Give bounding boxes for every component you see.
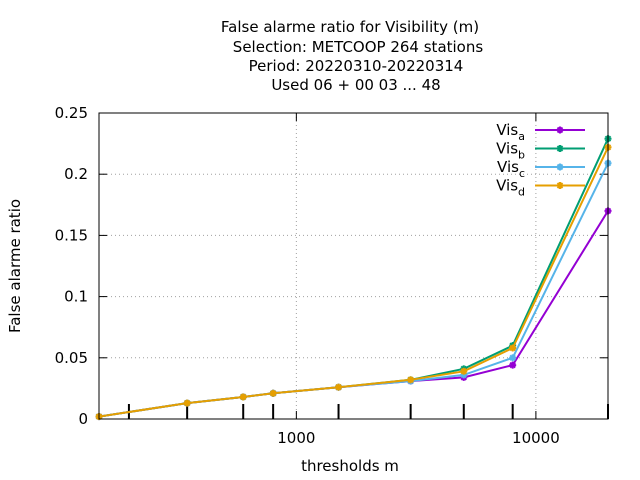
legend-marker-c (556, 163, 564, 171)
marker-stroke (556, 182, 564, 189)
y-axis-label: False alarme ratio (6, 199, 24, 333)
marker-stroke (556, 126, 564, 134)
data-point-d (460, 367, 468, 375)
chart-title-line-2: Selection: METCOOP 264 stations (233, 38, 484, 56)
legend-subscript: d (518, 186, 525, 199)
marker-stroke (335, 383, 342, 391)
legend-label-a: Visa (496, 121, 525, 143)
y-tick-label: 0.15 (55, 226, 88, 244)
chart-title-line-3: Period: 20220310-20220314 (249, 57, 464, 75)
legend-marker-a (556, 126, 564, 134)
marker-stroke (509, 344, 516, 352)
y-tick-label: 0.05 (55, 349, 88, 367)
x-axis-label: thresholds m (301, 457, 399, 475)
legend-label-d: Visd (496, 177, 525, 199)
series-c (95, 159, 612, 421)
y-tick-label: 0.2 (64, 165, 88, 183)
marker-stroke (509, 361, 516, 369)
series-d (95, 143, 612, 421)
chart-title-line-4: Used 06 + 00 03 ... 48 (271, 76, 440, 94)
legend-label-b: Visb (496, 140, 525, 162)
marker-stroke (556, 163, 564, 171)
data-point-d (239, 393, 247, 401)
x-tick-label: 1000 (277, 429, 315, 447)
legend-subscript: c (519, 167, 525, 180)
data-point-d (335, 383, 343, 391)
y-tick-label: 0.25 (55, 104, 88, 122)
marker-stroke (407, 376, 414, 384)
data-point-d (509, 344, 517, 352)
series-line-d (98, 146, 609, 418)
marker-stroke (240, 393, 247, 401)
legend-marker-b (556, 145, 564, 152)
data-point-d (269, 389, 277, 397)
data-point-a (509, 361, 517, 369)
marker-stroke (460, 368, 467, 375)
series-line-b (98, 138, 609, 418)
plot-frame (98, 112, 609, 420)
y-tick-label: 0.1 (64, 288, 88, 306)
x-tick-label: 10000 (512, 429, 560, 447)
data-point-c (509, 354, 517, 362)
legend-marker-d (556, 182, 564, 189)
legend-subscript: b (518, 149, 525, 162)
marker-stroke (509, 354, 516, 362)
marker-stroke (183, 399, 191, 407)
marker-stroke (556, 145, 564, 152)
chart-title-line-1: False alarme ratio for Visibility (m) (221, 18, 479, 36)
data-point-d (183, 399, 191, 407)
legend-label-c: Visc (497, 158, 525, 180)
marker-stroke (269, 390, 277, 397)
legend-subscript: a (518, 130, 525, 143)
series-b (95, 135, 612, 421)
data-point-d (407, 376, 415, 384)
series-line-c (98, 162, 609, 418)
y-tick-label: 0 (78, 410, 88, 428)
